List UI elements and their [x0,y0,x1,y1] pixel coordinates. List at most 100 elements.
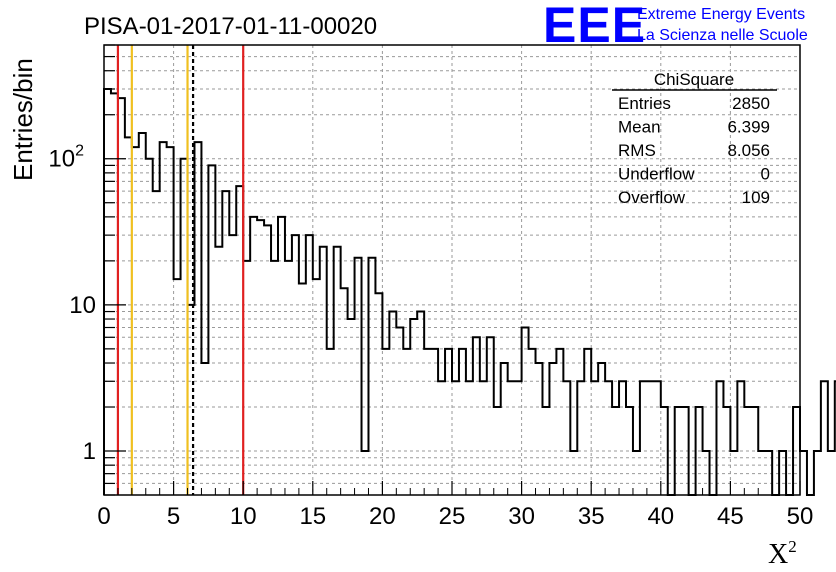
reference-lines [116,45,245,495]
histogram-bin [452,381,459,495]
histogram-bin [431,349,438,495]
histogram-bin [515,381,522,495]
histogram-bin [417,312,424,495]
histogram-bin [160,142,167,495]
stats-label: Entries [618,94,671,113]
x-tick-label: 50 [787,503,814,530]
histogram-bin [605,381,612,495]
histogram-bin [501,363,508,495]
histogram-bin [556,349,563,495]
histogram-bin [194,142,201,495]
histogram-bin [821,381,828,495]
histogram-bin [473,337,480,495]
stats-value: 6.399 [727,118,770,137]
histogram-bin [438,381,445,495]
histogram-bin [466,381,473,495]
histogram-bin [654,381,661,495]
histogram-bin [250,217,257,495]
histogram-bin [723,407,730,495]
histogram-bin [320,247,327,495]
histogram-bin [424,349,431,495]
x-tick-label: 0 [97,503,110,530]
stats-value: 2850 [732,94,770,113]
histogram-bin [549,363,556,495]
histogram-bin [355,258,362,495]
histogram-bin [626,407,633,495]
histogram-bin [410,319,417,495]
histogram-bin [167,147,174,495]
histogram-bin [362,451,369,495]
x-tick-label: 10 [230,503,257,530]
x-tick-label: 35 [578,503,605,530]
histogram-bin [487,337,494,495]
stats-label: Overflow [618,188,686,207]
histogram-bin [765,451,772,495]
histogram-bin [215,247,222,495]
histogram-bin [229,235,236,495]
x-tick-label: 20 [369,503,396,530]
histogram-bin [633,451,640,495]
histogram-bin [619,381,626,495]
y-axis-label: Entries/bin [8,58,38,181]
histogram-bin [208,165,215,495]
histogram-bin [257,220,264,495]
histogram-bin [396,328,403,495]
histogram-bin [522,328,529,495]
histogram-bin [661,407,668,495]
histogram-bin [139,133,146,495]
histogram-bin [334,247,341,495]
histogram-bin [640,381,647,495]
histogram-bin [647,381,654,495]
axes: 0 5 10 15 20 25 30 35 40 45 50 1 10 102 [48,44,814,530]
histogram-bin [584,349,591,495]
histogram-bin [313,279,320,495]
histogram-bin [696,407,703,495]
y-tick-label: 1 [83,438,96,465]
x-tick-label: 30 [508,503,535,530]
histogram-bin [751,407,758,495]
histogram-bin [730,451,737,495]
stats-label: RMS [618,141,656,160]
x-tick-label: 45 [717,503,744,530]
histogram-bin [744,407,751,495]
histogram-bin [403,349,410,495]
y-tick-label: 102 [48,143,84,173]
histogram-bin [703,451,710,495]
histogram-bin [146,159,153,495]
histogram-bin [536,363,543,495]
histogram-bin [591,381,598,495]
histogram-bin [445,349,452,495]
histogram-bin [382,349,389,495]
histogram-bin [779,451,786,495]
stats-title: ChiSquare [654,70,734,89]
histogram-bin [375,293,382,495]
histogram-bin [737,381,744,495]
stats-label: Underflow [618,165,695,184]
histogram-bin [285,261,292,495]
histogram-bin [368,258,375,495]
histogram-bin [828,451,835,495]
chart-title: PISA-01-2017-01-11-00020 [84,13,377,40]
histogram-bin [612,407,619,495]
histogram-bin [201,363,208,495]
histogram-bin [793,407,800,495]
histogram-bin [278,217,285,495]
x-tick-label: 5 [167,503,180,530]
histogram-bin [598,363,605,495]
x-tick-label: 15 [299,503,326,530]
labels: PISA-01-2017-01-11-00020 EEE Extreme Ene… [8,0,808,570]
histogram-bin [542,407,549,495]
histogram-bin [577,381,584,495]
histogram-bin [529,349,536,495]
histogram-bin [153,191,160,495]
histogram-bin [480,381,487,495]
histogram-bin [563,381,570,495]
histogram-bin [459,349,466,495]
x-axis-label: X2 [768,537,797,570]
histogram-bin [327,349,334,495]
histogram-bin [222,191,229,495]
logo-text: EEE [543,0,646,53]
histogram-bin [570,451,577,495]
histogram-bin [682,407,689,495]
histogram-bin [271,261,278,495]
